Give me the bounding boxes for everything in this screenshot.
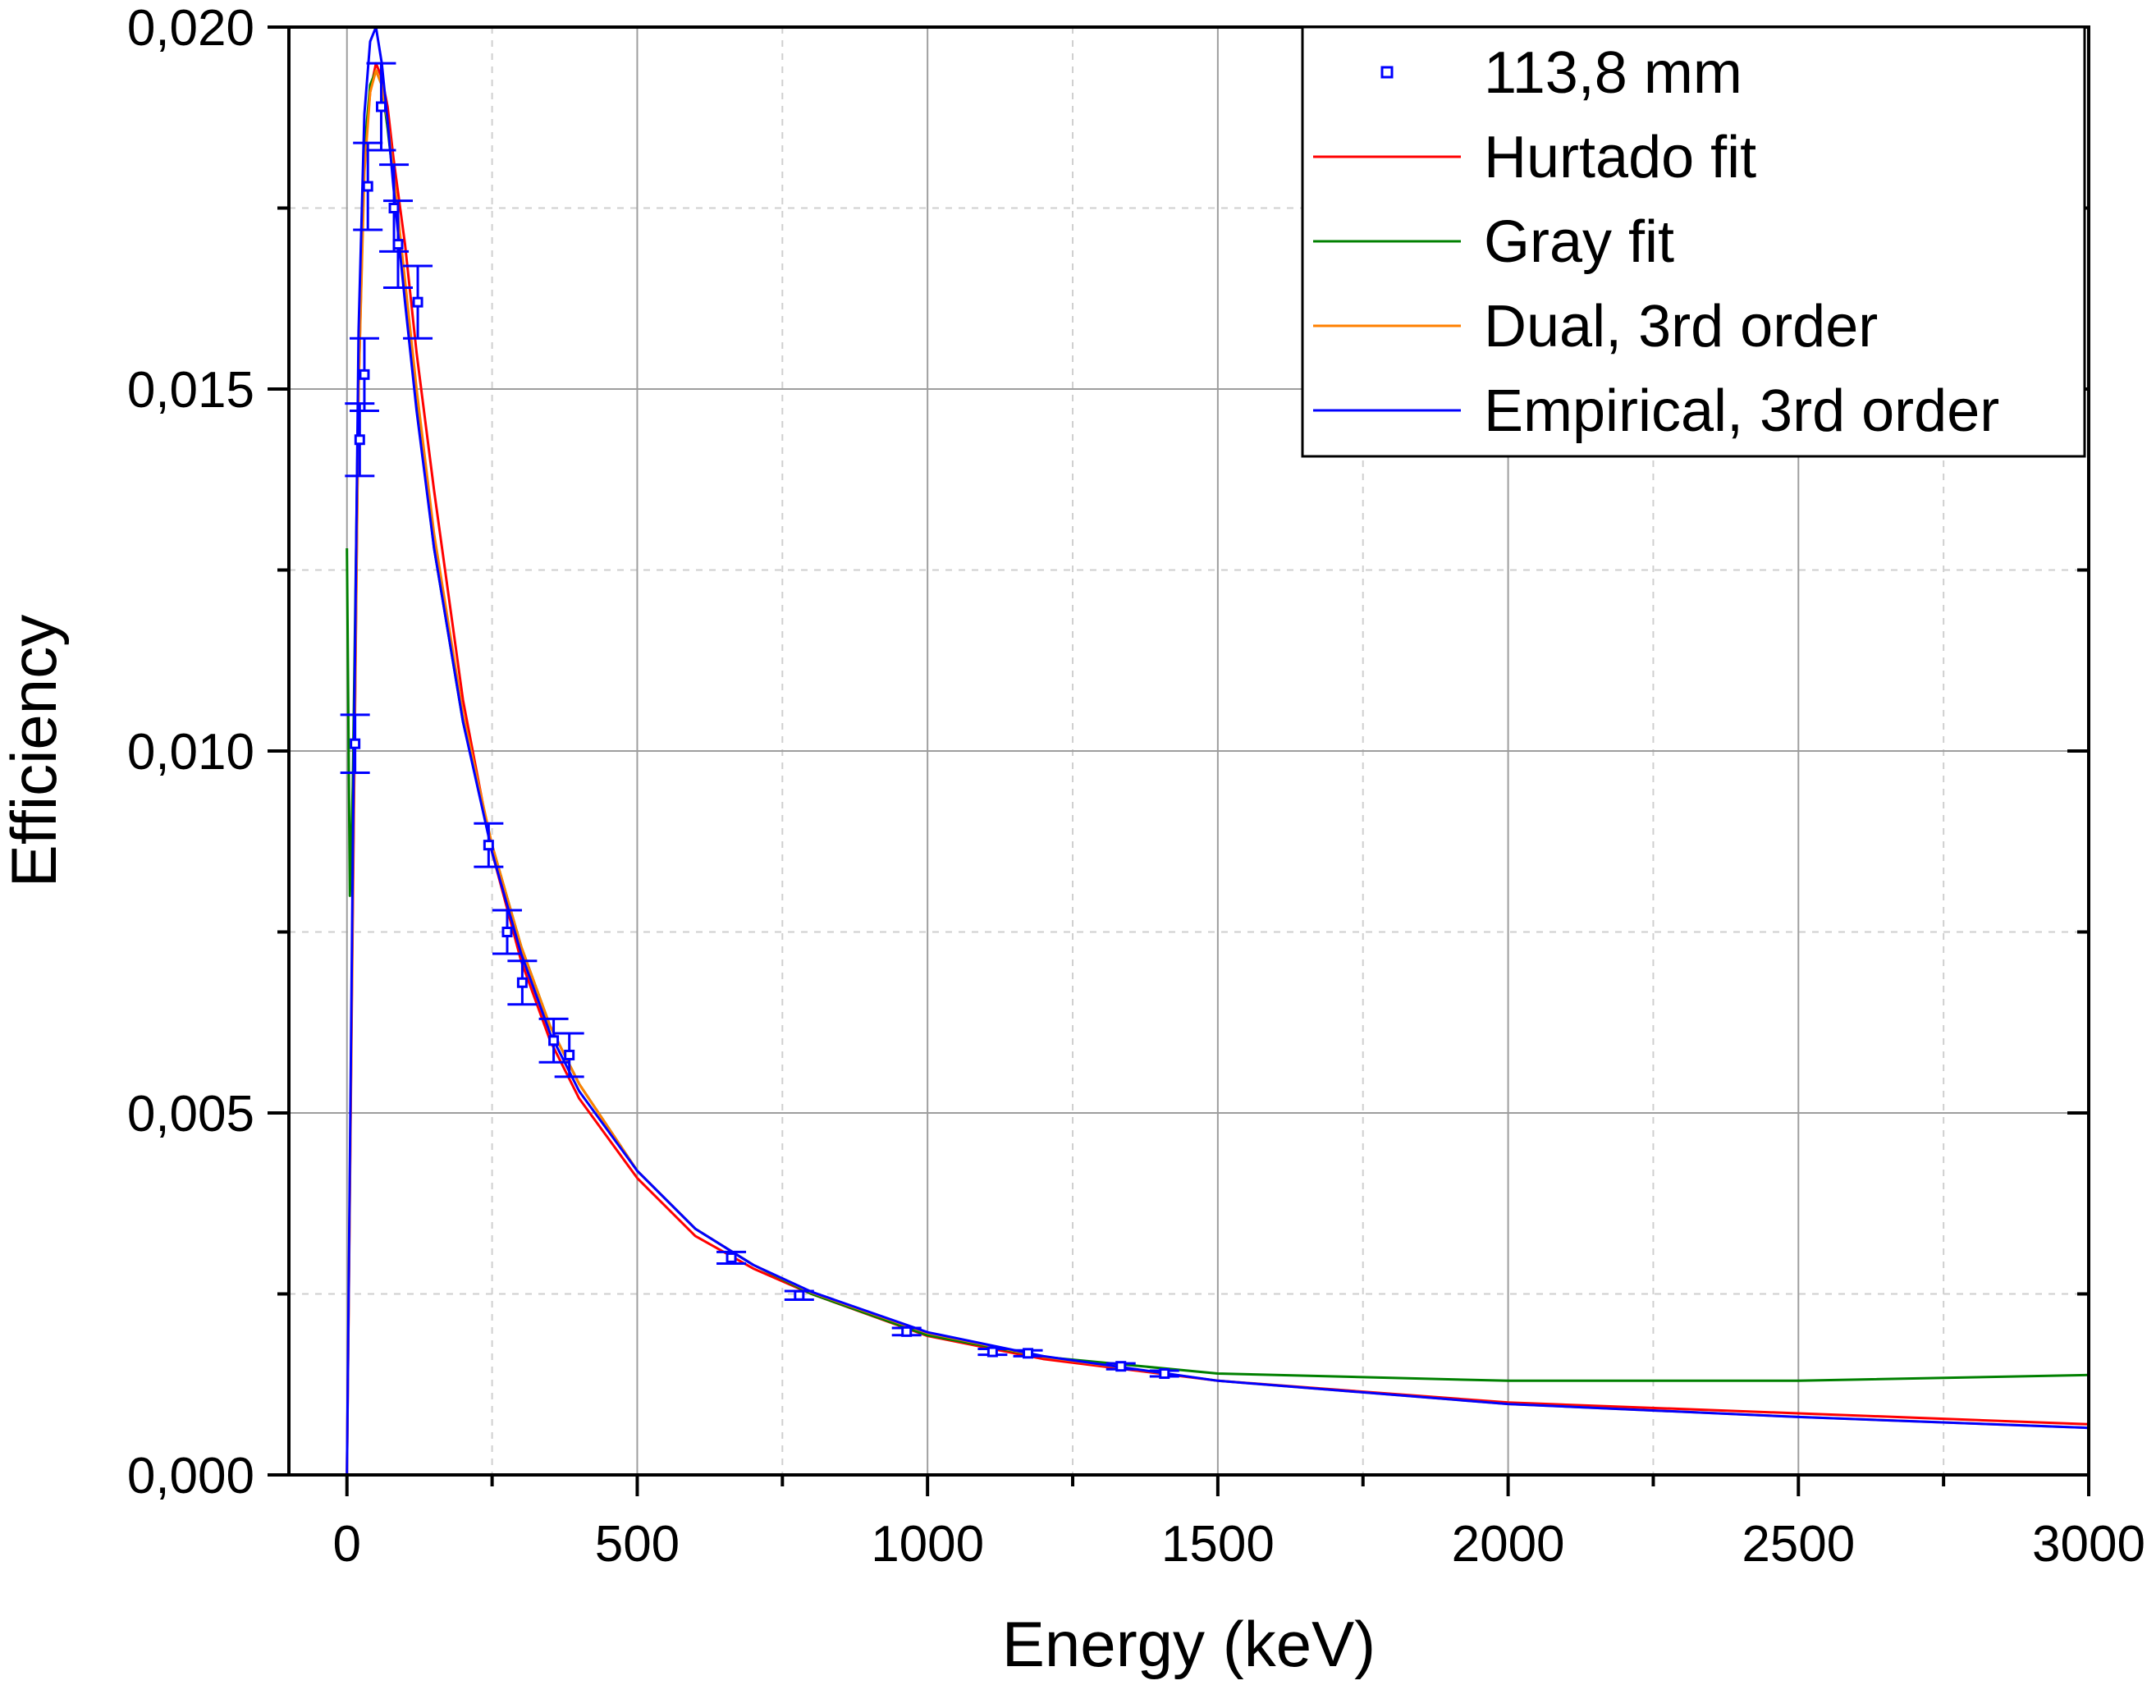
data-point	[507, 959, 538, 1006]
data-point	[554, 1032, 584, 1078]
legend-item-empirical: Empirical, 3rd order	[1313, 378, 1999, 444]
y-tick-label: 0,000	[127, 1448, 254, 1504]
data-point	[382, 199, 413, 290]
point-marker	[986, 1346, 998, 1358]
y-tick-label: 0,010	[127, 724, 254, 781]
legend-label-empirical: Empirical, 3rd order	[1484, 378, 1999, 444]
data-point	[349, 337, 379, 412]
x-tick-label: 2500	[1742, 1516, 1855, 1573]
data-point	[716, 1250, 747, 1265]
x-tick-label: 1500	[1161, 1516, 1275, 1573]
data-point	[1013, 1348, 1043, 1359]
point-marker	[1159, 1368, 1170, 1380]
point-marker	[1023, 1348, 1034, 1359]
point-marker	[516, 977, 528, 988]
point-marker	[564, 1049, 575, 1060]
y-tick-label: 0,015	[127, 362, 254, 419]
point-marker	[501, 927, 513, 937]
point-marker	[483, 840, 494, 851]
point-marker	[548, 1035, 560, 1046]
point-marker	[375, 101, 387, 112]
data-point	[538, 1017, 569, 1064]
legend-label-hurtado: Hurtado fit	[1484, 125, 1756, 190]
legend-label-dual: Dual, 3rd order	[1484, 294, 1878, 359]
point-marker	[794, 1289, 805, 1301]
x-axis-title: Energy (keV)	[1002, 1608, 1376, 1680]
axis-ticks: 0 500 1000 1500 2000 2500 3000 0,000 0,005 0,010 0…	[127, 0, 2145, 1573]
data-point	[366, 62, 396, 152]
legend-item-gray: Gray fit	[1313, 209, 1674, 275]
point-marker	[412, 296, 423, 308]
data-point	[492, 909, 522, 955]
x-tick-label: 500	[595, 1516, 680, 1573]
point-marker	[359, 369, 370, 380]
x-tick-label: 3000	[2032, 1516, 2145, 1573]
x-tick-label: 0	[332, 1516, 360, 1573]
point-marker	[392, 239, 404, 250]
legend-label-points: 113,8 mm	[1484, 40, 1742, 106]
legend-item-dual: Dual, 3rd order	[1313, 294, 1878, 359]
data-point	[353, 141, 383, 231]
data-point	[340, 713, 370, 774]
point-marker	[1115, 1361, 1127, 1372]
data-point	[345, 402, 375, 478]
point-marker	[726, 1252, 737, 1263]
data-point	[1149, 1368, 1179, 1380]
data-point	[379, 163, 410, 253]
data-point	[977, 1346, 1008, 1358]
point-marker	[350, 738, 361, 749]
y-axis-title: Efficiency	[0, 615, 70, 887]
data-point	[891, 1326, 922, 1337]
y-tick-label: 0,005	[127, 1086, 254, 1142]
data-points	[340, 62, 1179, 1380]
x-tick-label: 1000	[871, 1516, 984, 1573]
legend-label-gray: Gray fit	[1484, 209, 1674, 275]
legend-item-hurtado: Hurtado fit	[1313, 125, 1756, 190]
point-marker	[354, 434, 365, 446]
point-marker	[362, 181, 373, 192]
data-point	[403, 264, 433, 340]
legend: 113,8 mm Hurtado fit Gray fit Dual, 3rd ord…	[1301, 25, 2086, 458]
y-tick-label: 0,020	[127, 0, 254, 57]
data-point	[474, 822, 504, 868]
legend-item-points: 113,8 mm	[1380, 40, 1742, 106]
data-point	[1105, 1361, 1136, 1372]
point-marker	[901, 1326, 913, 1337]
legend-point-marker	[1380, 66, 1394, 79]
data-point	[784, 1289, 814, 1302]
x-tick-label: 2000	[1452, 1516, 1565, 1573]
